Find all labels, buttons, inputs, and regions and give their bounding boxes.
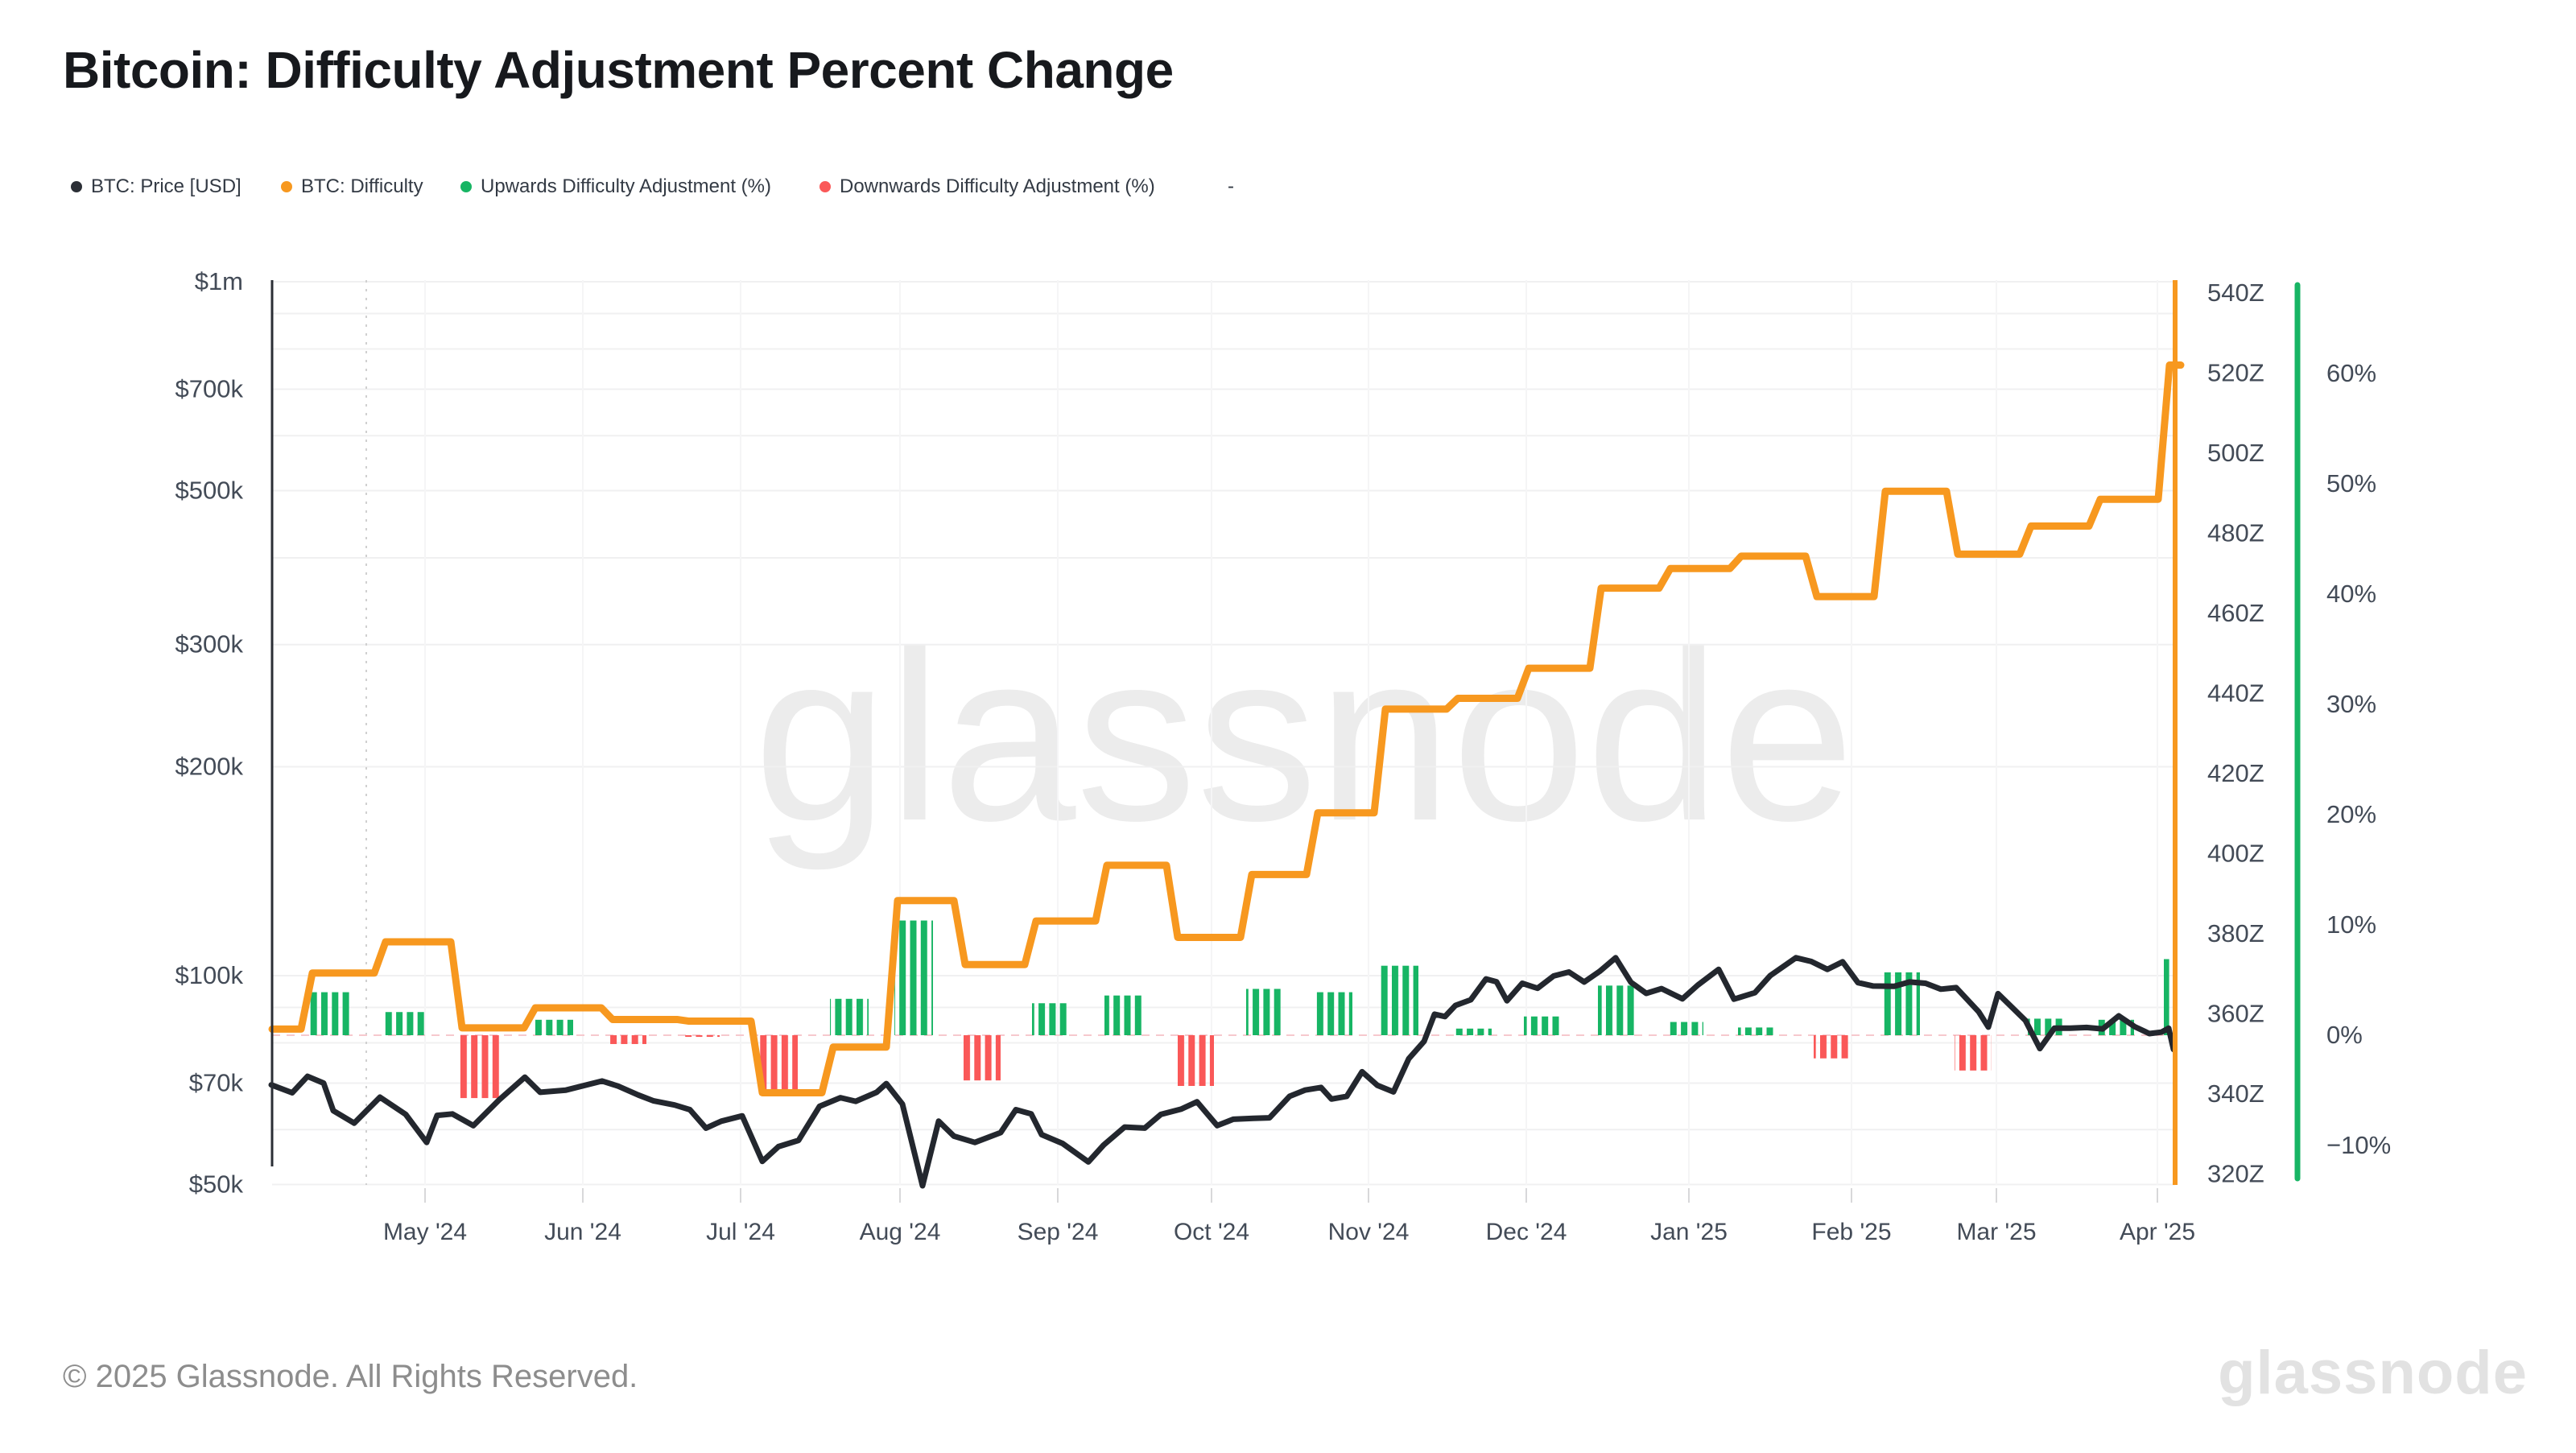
x-axis-month-label: May '24 bbox=[383, 1219, 467, 1245]
difficulty-axis-label: 420Z bbox=[2207, 759, 2264, 787]
x-axis-month-label: Oct '24 bbox=[1174, 1219, 1249, 1245]
legend-item-label: Downwards Difficulty Adjustment (%) bbox=[840, 175, 1155, 197]
x-axis-month-label: Apr '25 bbox=[2120, 1219, 2195, 1245]
legend-dot-icon bbox=[281, 181, 292, 192]
price-axis-label: $300k bbox=[175, 630, 244, 658]
price-axis-label: $700k bbox=[175, 375, 244, 403]
x-axis-month-label: Aug '24 bbox=[860, 1219, 941, 1245]
legend-item-label: - bbox=[1228, 175, 1234, 197]
percent-axis-label: 10% bbox=[2326, 910, 2376, 939]
price-axis-label: $1m bbox=[195, 267, 243, 295]
x-axis-month-label: Jun '24 bbox=[544, 1219, 621, 1245]
price-axis-label: $200k bbox=[175, 753, 244, 781]
upward-adjustment-bar bbox=[830, 998, 869, 1035]
difficulty-axis-label: 460Z bbox=[2207, 599, 2264, 627]
upward-adjustment-bar bbox=[1246, 989, 1285, 1035]
difficulty-axis-label: 500Z bbox=[2207, 439, 2264, 467]
downward-adjustment-bar bbox=[684, 1035, 720, 1038]
downward-adjustment-bar bbox=[609, 1035, 646, 1044]
difficulty-axis-label: 360Z bbox=[2207, 1000, 2264, 1028]
difficulty-axis-label: 540Z bbox=[2207, 279, 2264, 307]
legend-item-4[interactable]: - bbox=[1228, 175, 1234, 198]
price-axis-label: $50k bbox=[189, 1170, 244, 1198]
percent-axis-label: 20% bbox=[2326, 800, 2376, 828]
price-gridlines bbox=[272, 281, 2175, 1186]
percent-axis-label: 30% bbox=[2326, 690, 2376, 718]
downward-adjustment-bar bbox=[1175, 1035, 1214, 1087]
legend-dot-icon bbox=[71, 181, 82, 192]
difficulty-adjustment-bars bbox=[309, 920, 2174, 1099]
footer-copyright: © 2025 Glassnode. All Rights Reserved. bbox=[63, 1359, 638, 1394]
percent-axis-label: −10% bbox=[2326, 1131, 2391, 1159]
difficulty-axis-labels: 540Z 520Z 500Z 480Z 460Z 440Z 420Z 400Z 380Z 360Z… bbox=[2207, 279, 2264, 1188]
x-axis-month-label: Mar '25 bbox=[1956, 1219, 2036, 1245]
x-axis-month-label: Nov '24 bbox=[1328, 1219, 1410, 1245]
difficulty-axis-label: 520Z bbox=[2207, 359, 2264, 387]
difficulty-axis-label: 380Z bbox=[2207, 919, 2264, 947]
x-axis-month-label: Sep '24 bbox=[1018, 1219, 1099, 1245]
legend-item-0[interactable]: BTC: Price [USD] bbox=[71, 175, 242, 198]
percent-axis-labels: 60% 50% 40% 30% 20% 10% 0% −10% bbox=[2326, 359, 2391, 1159]
upward-adjustment-bar bbox=[894, 920, 933, 1035]
legend-dot-icon bbox=[460, 181, 472, 192]
difficulty-axis-label: 480Z bbox=[2207, 519, 2264, 547]
downward-adjustment-bar bbox=[759, 1035, 798, 1092]
upward-adjustment-bar bbox=[1666, 1022, 1703, 1035]
percent-axis-label: 40% bbox=[2326, 580, 2376, 608]
upward-adjustment-bar bbox=[533, 1019, 573, 1035]
btc-price-line bbox=[268, 955, 2177, 1189]
downward-adjustment-bar bbox=[1814, 1035, 1852, 1059]
price-axis-label: $500k bbox=[175, 476, 244, 504]
downward-adjustment-bar bbox=[1955, 1035, 1992, 1071]
legend: BTC: Price [USD] BTC: Difficulty Upwards D… bbox=[0, 175, 2576, 208]
page-title: Bitcoin: Difficulty Adjustment Percent C… bbox=[63, 41, 1174, 99]
legend-item-1[interactable]: BTC: Difficulty bbox=[281, 175, 423, 198]
percent-axis-label: 0% bbox=[2326, 1021, 2363, 1049]
x-axis-month-label: Dec '24 bbox=[1486, 1219, 1567, 1245]
legend-item-label: BTC: Difficulty bbox=[301, 175, 423, 197]
upward-adjustment-bar bbox=[1738, 1027, 1775, 1035]
percent-axis-label: 50% bbox=[2326, 469, 2376, 497]
difficulty-axis-label: 320Z bbox=[2207, 1160, 2264, 1188]
upward-adjustment-bar bbox=[309, 992, 351, 1035]
upward-adjustment-bar bbox=[1314, 992, 1352, 1035]
upward-adjustment-bar bbox=[382, 1012, 424, 1035]
price-axis-label: $70k bbox=[189, 1069, 244, 1097]
x-axis-month-label: Jul '24 bbox=[706, 1219, 775, 1245]
upward-adjustment-bar bbox=[2164, 959, 2174, 1035]
x-axis-month-label: Feb '25 bbox=[1811, 1219, 1891, 1245]
upward-adjustment-bar bbox=[1524, 1016, 1563, 1035]
price-axis-labels: $1m $700k $500k $300k $200k $100k $70k $50k bbox=[175, 267, 244, 1198]
difficulty-axis-label: 440Z bbox=[2207, 679, 2264, 708]
legend-item-label: BTC: Price [USD] bbox=[91, 175, 242, 197]
difficulty-axis-label: 340Z bbox=[2207, 1079, 2264, 1108]
percent-axis-label: 60% bbox=[2326, 359, 2376, 387]
glassnode-logo: glassnode bbox=[2218, 1339, 2528, 1407]
upward-adjustment-bar bbox=[1453, 1028, 1492, 1035]
x-axis-month-label: Jan '25 bbox=[1650, 1219, 1728, 1245]
legend-item-label: Upwards Difficulty Adjustment (%) bbox=[481, 175, 772, 197]
legend-item-3[interactable]: Downwards Difficulty Adjustment (%) bbox=[819, 175, 1155, 198]
upward-adjustment-bar bbox=[1381, 965, 1418, 1035]
difficulty-axis-label: 400Z bbox=[2207, 840, 2264, 868]
upward-adjustment-bar bbox=[1598, 985, 1636, 1035]
downward-adjustment-bar bbox=[459, 1035, 501, 1099]
btc-difficulty-line bbox=[268, 361, 2185, 1097]
watermark-glassnode: glassnode bbox=[753, 601, 1855, 873]
price-axis-label: $100k bbox=[175, 961, 244, 989]
downward-adjustment-bar bbox=[962, 1035, 1001, 1081]
upward-adjustment-bar bbox=[1032, 1003, 1071, 1035]
upward-adjustment-bar bbox=[1104, 995, 1143, 1035]
legend-item-2[interactable]: Upwards Difficulty Adjustment (%) bbox=[460, 175, 771, 198]
legend-dot-icon bbox=[819, 181, 831, 192]
